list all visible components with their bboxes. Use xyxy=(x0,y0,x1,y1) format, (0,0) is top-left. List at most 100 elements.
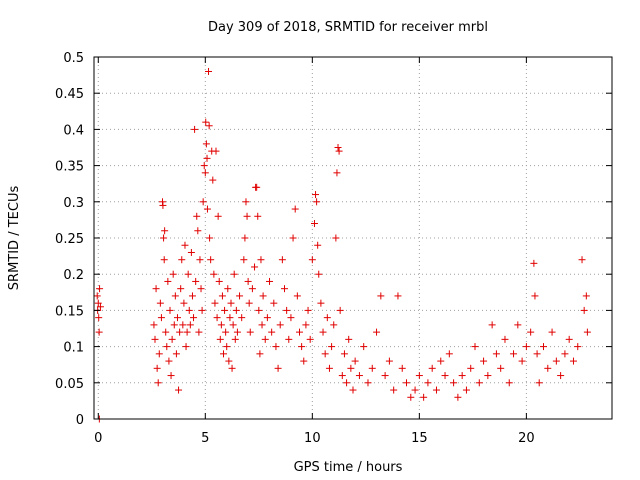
data-point xyxy=(216,335,224,343)
data-point xyxy=(548,328,556,336)
data-point xyxy=(317,299,325,307)
y-tick-label: 0.25 xyxy=(55,232,84,247)
data-point xyxy=(156,299,164,307)
data-point xyxy=(325,364,333,372)
axis-ticks xyxy=(94,56,612,420)
data-point xyxy=(445,350,453,358)
data-point xyxy=(557,372,565,380)
data-point xyxy=(244,277,252,285)
data-point xyxy=(314,241,322,249)
data-point xyxy=(321,350,329,358)
data-point xyxy=(243,212,251,220)
data-point xyxy=(201,169,209,177)
data-point xyxy=(315,270,323,278)
data-point xyxy=(424,379,432,387)
data-point xyxy=(255,306,263,314)
data-point xyxy=(308,256,316,264)
data-point xyxy=(304,306,312,314)
data-point xyxy=(164,277,172,285)
data-point xyxy=(475,379,483,387)
data-point xyxy=(242,198,250,206)
data-point xyxy=(153,364,161,372)
data-point xyxy=(333,169,341,177)
data-point xyxy=(248,285,256,293)
data-point xyxy=(206,234,214,242)
data-point xyxy=(497,364,505,372)
data-point xyxy=(212,147,220,155)
data-point xyxy=(217,321,225,329)
data-point xyxy=(347,364,355,372)
data-point xyxy=(160,256,168,264)
data-point xyxy=(450,379,458,387)
data-points xyxy=(93,67,591,423)
data-point xyxy=(205,67,213,75)
data-point xyxy=(215,277,223,285)
data-point xyxy=(175,386,183,394)
data-point xyxy=(196,256,204,264)
data-point xyxy=(95,328,103,336)
x-tick-label: 0 xyxy=(94,431,102,446)
y-tick-label: 0.4 xyxy=(63,123,84,138)
y-tick-label: 0.1 xyxy=(63,341,84,356)
data-point xyxy=(540,343,548,351)
data-point xyxy=(287,314,295,322)
data-point xyxy=(385,357,393,365)
data-point xyxy=(166,306,174,314)
y-tick-label: 0.2 xyxy=(63,268,84,283)
data-point xyxy=(411,386,419,394)
data-point xyxy=(191,125,199,133)
data-point xyxy=(561,350,569,358)
data-point xyxy=(218,292,226,300)
y-tick-label: 0.05 xyxy=(55,377,84,392)
data-point xyxy=(254,212,262,220)
data-point xyxy=(200,162,208,170)
data-point xyxy=(266,277,274,285)
data-point xyxy=(368,364,376,372)
data-point xyxy=(258,321,266,329)
data-point xyxy=(253,183,261,191)
data-point xyxy=(183,328,191,336)
x-tick-label: 15 xyxy=(411,431,428,446)
data-point xyxy=(306,335,314,343)
data-point xyxy=(420,393,428,401)
data-point xyxy=(210,270,218,278)
data-point xyxy=(246,328,254,336)
data-point xyxy=(203,205,211,213)
data-point xyxy=(336,306,344,314)
data-point xyxy=(332,234,340,242)
x-tick-label: 5 xyxy=(201,431,209,446)
data-point xyxy=(272,343,280,351)
data-point xyxy=(232,306,240,314)
data-point xyxy=(185,306,193,314)
data-point xyxy=(377,292,385,300)
data-point xyxy=(334,144,342,151)
data-point xyxy=(179,321,187,329)
data-point xyxy=(96,285,104,293)
data-point xyxy=(186,321,194,329)
data-point xyxy=(312,191,320,199)
data-point xyxy=(152,285,160,293)
data-point xyxy=(345,335,353,343)
data-point xyxy=(256,350,264,358)
data-point xyxy=(181,241,189,249)
data-point xyxy=(162,328,170,336)
data-point xyxy=(167,372,175,380)
data-point xyxy=(173,314,181,322)
data-point xyxy=(180,299,188,307)
data-point xyxy=(518,357,526,365)
data-point xyxy=(202,140,210,148)
data-point xyxy=(227,299,235,307)
data-point xyxy=(552,357,560,365)
data-point xyxy=(195,328,203,336)
data-point xyxy=(263,314,271,322)
data-point xyxy=(231,335,239,343)
data-point xyxy=(245,299,253,307)
data-point xyxy=(213,314,221,322)
data-point xyxy=(238,314,246,322)
data-point xyxy=(291,205,299,213)
data-point xyxy=(96,303,104,311)
data-point xyxy=(199,198,207,206)
data-point xyxy=(93,292,101,300)
data-point xyxy=(154,379,162,387)
data-point xyxy=(168,335,176,343)
